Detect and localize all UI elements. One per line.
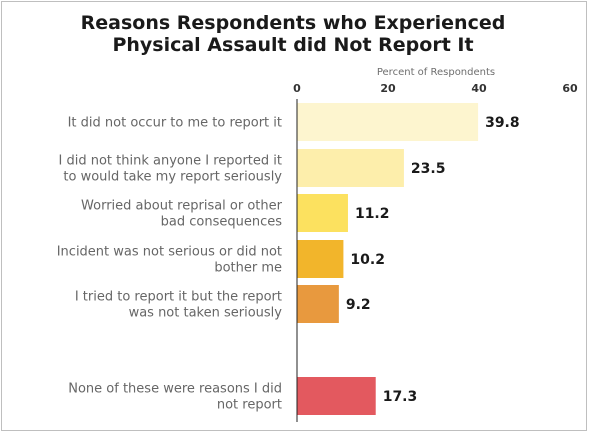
category-label-5-line-0: None of these were reasons I did <box>68 382 282 397</box>
chart-title: Reasons Respondents who Experienced Phys… <box>0 12 586 56</box>
category-label-1-line-0: I did not think anyone I reported it <box>59 154 282 169</box>
bar-value-label-1: 23.5 <box>411 161 446 177</box>
bar-value-label-3: 10.2 <box>350 252 385 268</box>
bar-value-label-2: 11.2 <box>355 206 390 222</box>
x-axis-title: Percent of Respondents <box>377 67 495 78</box>
bar-value-label-0: 39.8 <box>485 115 520 131</box>
chart-title-line-2: Physical Assault did Not Report It <box>112 34 474 56</box>
x-tick-label-2: 40 <box>471 82 487 95</box>
bars: 39.8 It did not occur to me to report it 2… <box>57 103 520 415</box>
category-label-1-line-1: to would take my report seriously <box>63 170 282 185</box>
category-label-4-line-0: I tried to report it but the report <box>75 290 282 305</box>
chart-title-line-1: Reasons Respondents who Experienced <box>80 12 506 34</box>
category-label-0-line-0: It did not occur to me to report it <box>68 116 282 131</box>
x-axis-ticks: 0 20 40 60 <box>293 82 578 95</box>
category-label-2-line-1: bad consequences <box>161 215 283 230</box>
category-label-3-line-1: bother me <box>214 261 282 276</box>
category-label-2-line-0: Worried about reprisal or other <box>81 199 283 214</box>
bar-group-0: 39.8 It did not occur to me to report it <box>68 103 520 141</box>
x-tick-label-3: 60 <box>562 82 578 95</box>
category-label-4-line-1: was not taken seriously <box>129 306 283 321</box>
bar-value-label-4: 9.2 <box>346 297 371 313</box>
bar-group-5: 17.3 None of these were reasons I didnot … <box>68 377 417 415</box>
bar-4 <box>297 285 339 323</box>
bar-group-3: 10.2 Incident was not serious or did notb… <box>57 240 385 278</box>
x-tick-label-0: 0 <box>293 82 301 95</box>
x-tick-label-1: 20 <box>380 82 396 95</box>
bar-group-1: 23.5 I did not think anyone I reported it… <box>59 149 446 187</box>
bar-1 <box>297 149 404 187</box>
bar-3 <box>297 240 344 278</box>
category-label-5-line-1: not report <box>217 398 282 413</box>
bar-value-label-5: 17.3 <box>383 389 418 405</box>
bar-2 <box>297 194 348 232</box>
category-label-3-line-0: Incident was not serious or did not <box>57 245 282 260</box>
bar-group-4: 9.2 I tried to report it but the reportwa… <box>75 285 371 323</box>
bar-0 <box>297 103 479 141</box>
bar-5 <box>297 377 376 415</box>
